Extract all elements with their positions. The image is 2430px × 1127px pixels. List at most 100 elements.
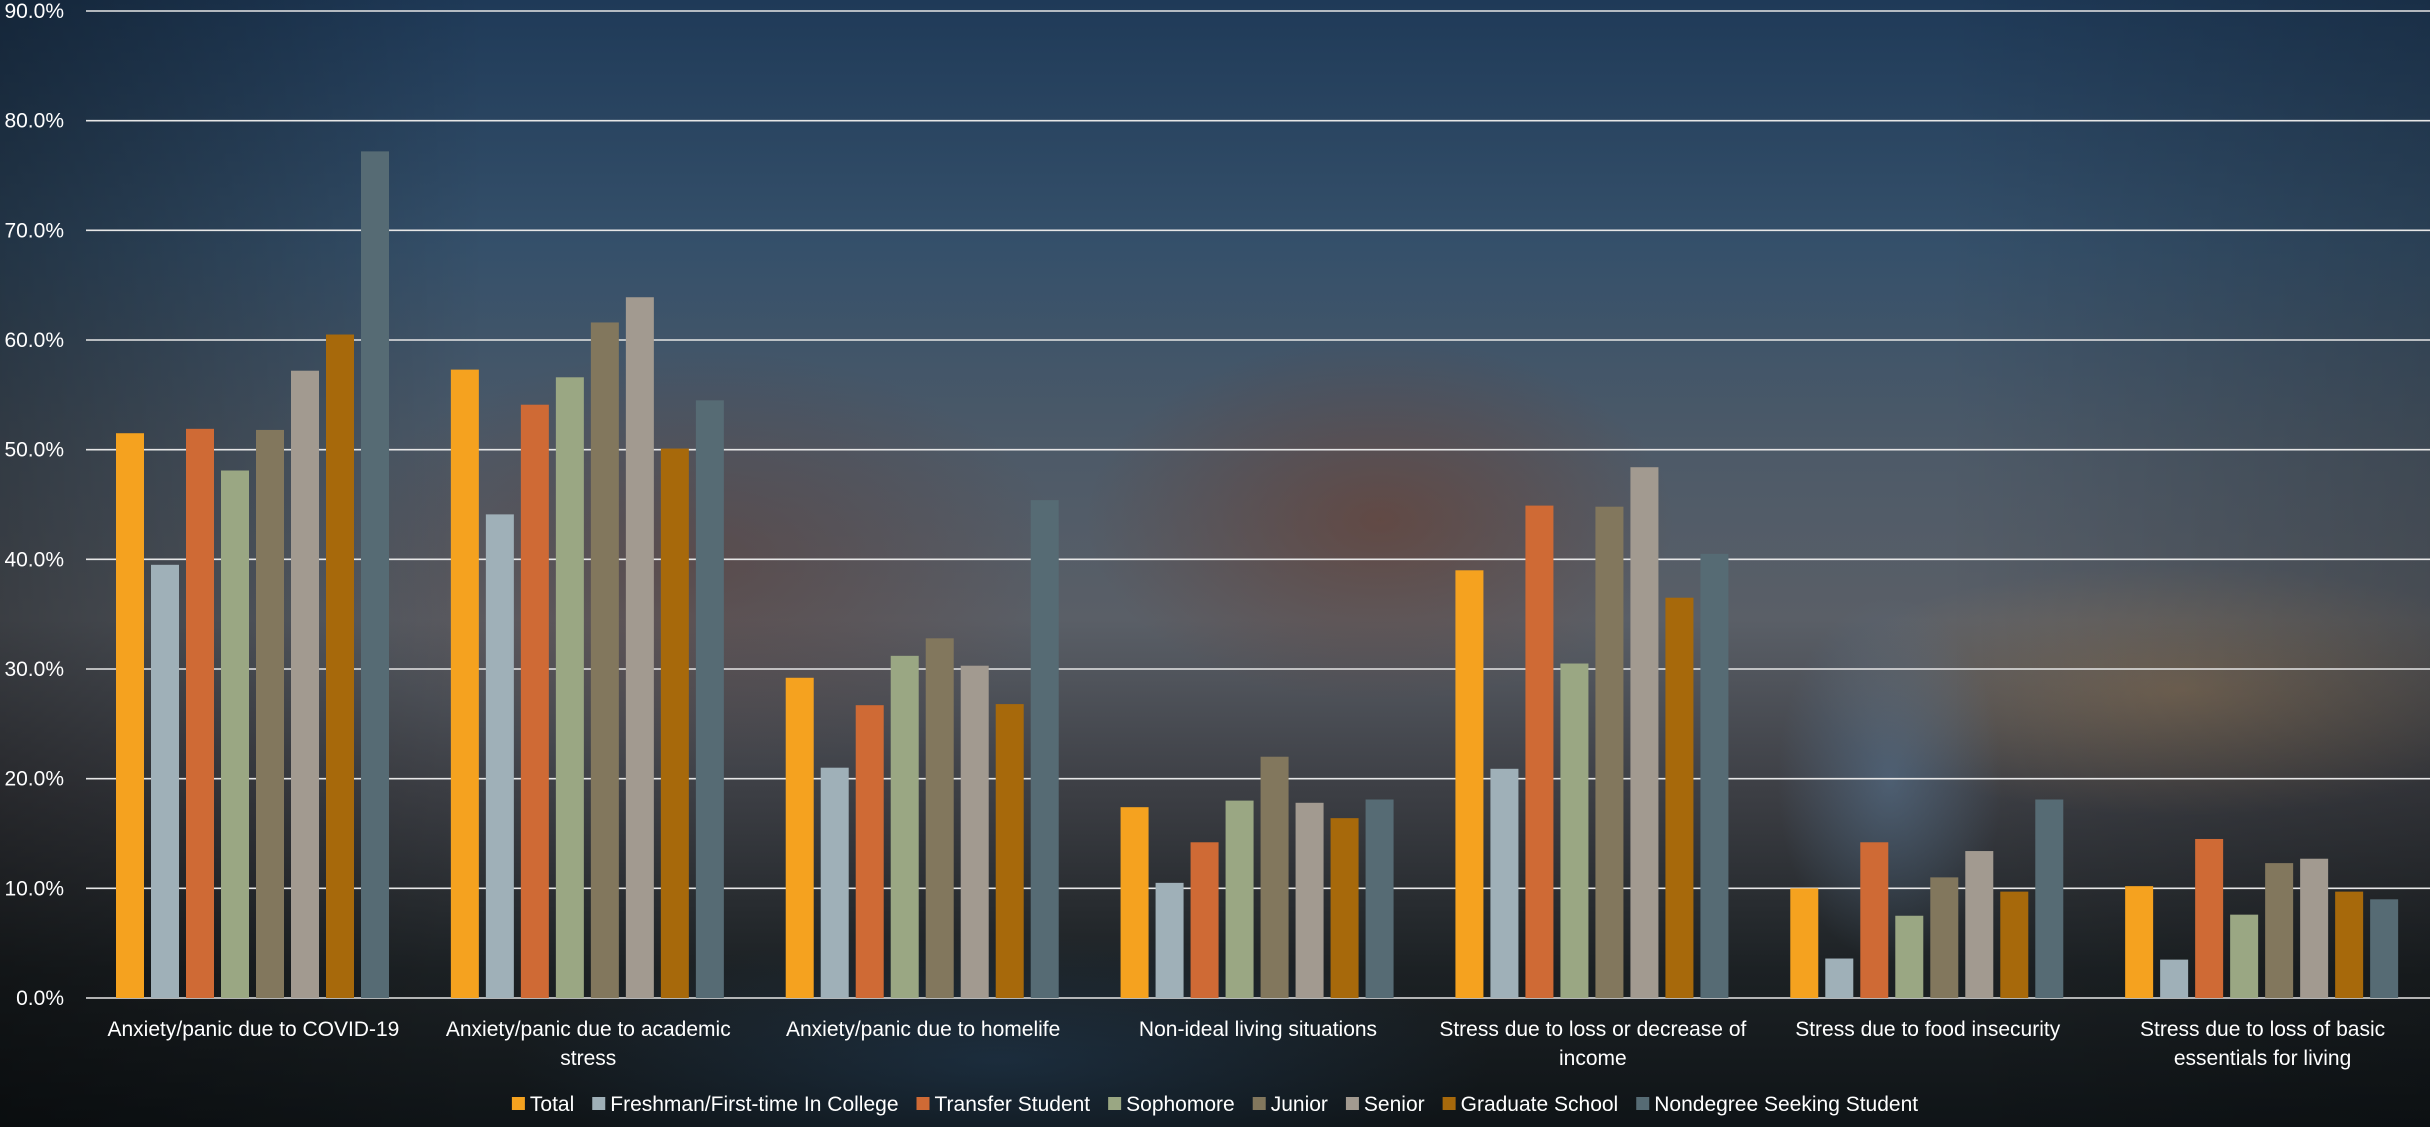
bar [960,665,989,998]
legend-item: Transfer Student [916,1093,1091,1116]
bar [326,334,354,998]
series-sophomore [221,377,2259,999]
bar [855,705,884,998]
category-label: essentials for living [2174,1047,2351,1070]
bar [1525,505,1554,998]
bar [221,470,249,999]
bar [1155,882,1184,998]
category-label: Stress due to loss or decrease of [1439,1018,1746,1041]
category-label: Stress due to loss of basic [2140,1018,2385,1041]
bar [151,564,179,998]
bar [2125,886,2154,998]
bar [1860,842,1889,998]
bar [291,370,319,998]
bar [1825,958,1854,998]
y-tick-label: 30.0% [4,658,64,681]
series-total [116,369,2154,998]
bar [1490,768,1519,998]
bar [695,400,724,999]
bar [785,677,814,998]
bar [1260,756,1289,998]
legend-item: Junior [1252,1093,1328,1116]
bar [890,655,919,998]
legend-item: Freshman/First-time In College [592,1093,899,1116]
legend-item: Sophomore [1108,1093,1235,1116]
bar [2335,891,2364,998]
bar [995,704,1024,998]
legend-swatch [592,1097,606,1110]
category-label: income [1559,1047,1627,1070]
bar [1790,888,1819,998]
bar [625,297,654,999]
bar [1365,799,1394,998]
legend-label: Total [530,1093,574,1116]
legend-item: Senior [1345,1093,1425,1116]
bar [1190,842,1219,998]
bar [2035,799,2064,998]
y-tick-label: 10.0% [4,877,64,900]
series-transfer-student [186,404,2224,999]
bar [660,448,689,998]
series-graduate-school [326,334,2364,998]
bar [361,151,389,998]
y-tick-label: 70.0% [4,219,64,242]
bar [1700,553,1729,998]
bar [2265,863,2294,998]
bar [256,429,284,999]
legend-label: Freshman/First-time In College [610,1093,898,1116]
bar [1630,467,1659,998]
legend-swatch [1108,1097,1122,1110]
bar [1595,506,1624,998]
bar [2300,858,2329,998]
bar [555,377,584,999]
bar [450,369,479,998]
series-senior [291,297,2329,999]
category-label: Non-ideal living situations [1139,1018,1377,1041]
x-axis-category-labels: Anxiety/panic due to COVID-19 Anxiety/pan… [108,1018,2386,1070]
bar [1030,500,1059,998]
legend-item: Graduate School [1442,1093,1618,1116]
y-tick-label: 20.0% [4,768,64,791]
bar [2160,959,2189,998]
bar [1330,818,1359,998]
y-axis-tick-labels: 0.0% 10.0% 20.0% 30.0% 40.0% 50.0% 60.0% 70.0% 8… [4,0,64,1010]
bar [820,767,849,998]
bar [2370,899,2399,998]
legend-label: Transfer Student [935,1093,1091,1116]
y-tick-label: 40.0% [4,548,64,571]
legend-swatch [1345,1097,1359,1110]
legend-label: Sophomore [1126,1093,1235,1116]
category-label: Anxiety/panic due to COVID-19 [108,1018,400,1041]
legend: Total Freshman/First-time In College Trans… [511,1093,1918,1116]
legend-item: Total [511,1093,574,1116]
y-tick-label: 60.0% [4,329,64,352]
bar [590,322,619,998]
bar [1930,877,1959,998]
category-label: stress [560,1047,616,1070]
legend-label: Senior [1364,1093,1425,1116]
bar [1560,663,1589,998]
category-label: Stress due to food insecurity [1795,1018,2060,1041]
bar [2195,838,2224,998]
bar [1665,597,1694,998]
bar [116,433,144,998]
series-junior [256,322,2294,999]
y-tick-label: 90.0% [4,0,64,23]
legend-item: Nondegree Seeking Student [1636,1093,1918,1116]
bar [520,404,549,998]
legend-label: Nondegree Seeking Student [1654,1093,1918,1116]
legend-swatch [1636,1097,1650,1110]
legend-swatch [511,1097,525,1110]
bar [1225,800,1254,998]
y-tick-label: 80.0% [4,110,64,133]
legend-swatch [1252,1097,1266,1110]
category-label: Anxiety/panic due to academic [446,1018,731,1041]
y-tick-label: 0.0% [16,987,64,1010]
y-tick-label: 50.0% [4,439,64,462]
bar-series [116,151,2399,999]
legend-swatch [1442,1097,1456,1110]
bar [1965,851,1994,998]
legend-swatch [916,1097,930,1110]
bar [2000,891,2029,998]
